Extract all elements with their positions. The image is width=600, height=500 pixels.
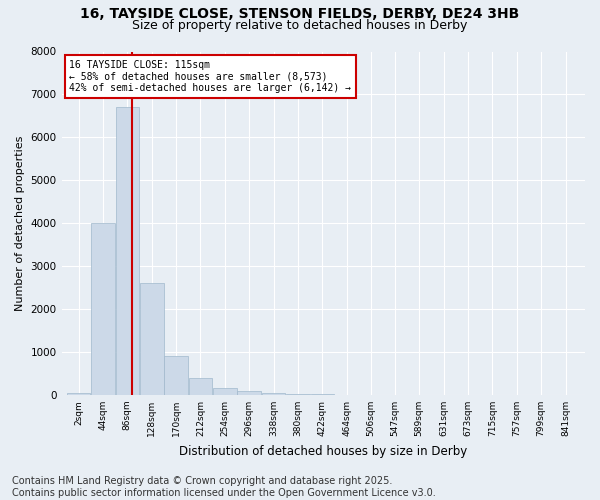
Bar [238,390,261,395]
Bar [67,393,91,395]
Bar [311,394,334,395]
Bar [213,388,236,395]
Bar [116,108,139,395]
Bar [188,378,212,395]
Text: Contains HM Land Registry data © Crown copyright and database right 2025.
Contai: Contains HM Land Registry data © Crown c… [12,476,436,498]
Bar [140,284,164,395]
Text: 16 TAYSIDE CLOSE: 115sqm
← 58% of detached houses are smaller (8,573)
42% of sem: 16 TAYSIDE CLOSE: 115sqm ← 58% of detach… [70,60,352,94]
Bar [164,356,188,395]
X-axis label: Distribution of detached houses by size in Derby: Distribution of detached houses by size … [179,444,467,458]
Bar [91,223,115,395]
Text: 16, TAYSIDE CLOSE, STENSON FIELDS, DERBY, DE24 3HB: 16, TAYSIDE CLOSE, STENSON FIELDS, DERBY… [80,8,520,22]
Bar [286,394,310,395]
Bar [262,393,286,395]
Text: Size of property relative to detached houses in Derby: Size of property relative to detached ho… [133,19,467,32]
Y-axis label: Number of detached properties: Number of detached properties [15,136,25,311]
